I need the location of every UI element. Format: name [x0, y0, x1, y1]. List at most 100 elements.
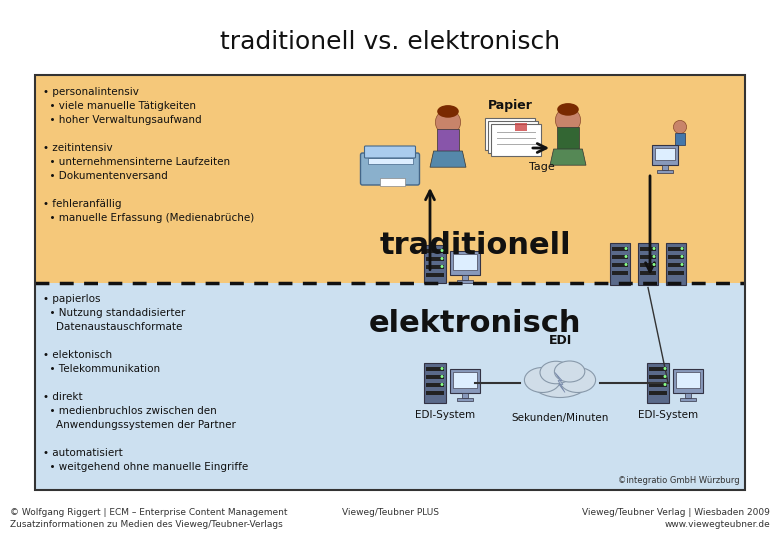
- FancyBboxPatch shape: [438, 130, 459, 151]
- Polygon shape: [430, 151, 466, 167]
- Text: Sekunden/Minuten: Sekunden/Minuten: [512, 413, 608, 422]
- Bar: [462, 274, 468, 280]
- Bar: [680, 397, 696, 401]
- Bar: [426, 273, 444, 276]
- Bar: [380, 178, 405, 186]
- Bar: [35, 75, 745, 490]
- Bar: [612, 271, 628, 274]
- Bar: [457, 280, 473, 282]
- Bar: [685, 393, 691, 397]
- Text: EDI-System: EDI-System: [638, 410, 698, 421]
- Bar: [662, 165, 668, 170]
- Ellipse shape: [532, 368, 588, 397]
- Bar: [647, 362, 669, 402]
- Text: traditionell: traditionell: [379, 231, 571, 260]
- Polygon shape: [555, 373, 565, 393]
- Circle shape: [664, 375, 666, 378]
- Circle shape: [625, 263, 627, 266]
- Bar: [35, 75, 745, 282]
- FancyBboxPatch shape: [557, 127, 579, 149]
- Circle shape: [441, 257, 444, 260]
- Bar: [612, 262, 628, 267]
- Bar: [649, 390, 667, 395]
- Bar: [676, 372, 700, 388]
- Bar: [612, 246, 628, 251]
- Bar: [668, 254, 684, 259]
- Bar: [640, 262, 656, 267]
- Circle shape: [680, 263, 683, 266]
- Bar: [35, 282, 745, 490]
- Bar: [668, 246, 684, 251]
- Bar: [488, 121, 538, 153]
- Ellipse shape: [557, 103, 579, 116]
- Polygon shape: [550, 149, 586, 165]
- Bar: [426, 375, 444, 379]
- Text: ©integratio GmbH Würzburg: ©integratio GmbH Würzburg: [619, 476, 740, 485]
- Text: www.viewegteubner.de: www.viewegteubner.de: [665, 520, 770, 529]
- Bar: [640, 254, 656, 259]
- Text: Vieweg/Teubner PLUS: Vieweg/Teubner PLUS: [342, 508, 438, 517]
- Circle shape: [625, 255, 627, 258]
- Bar: [426, 256, 444, 260]
- Bar: [491, 124, 541, 156]
- Circle shape: [441, 375, 444, 378]
- Bar: [638, 242, 658, 285]
- Bar: [673, 368, 703, 393]
- Circle shape: [653, 263, 655, 266]
- Text: • papierlos
  • Nutzung standadisierter
    Datenaustauschformate

• elektonisch: • papierlos • Nutzung standadisierter Da…: [43, 294, 248, 472]
- Bar: [453, 372, 477, 388]
- Ellipse shape: [524, 368, 560, 393]
- Text: © Wolfgang Riggert | ECM – Enterprise Content Management: © Wolfgang Riggert | ECM – Enterprise Co…: [10, 508, 288, 517]
- Text: Zusatzinformationen zu Medien des Vieweg/Teubner-Verlags: Zusatzinformationen zu Medien des Vieweg…: [10, 520, 282, 529]
- Bar: [640, 246, 656, 251]
- Bar: [612, 254, 628, 259]
- Ellipse shape: [438, 105, 459, 118]
- Circle shape: [441, 265, 444, 268]
- Bar: [450, 251, 480, 274]
- FancyBboxPatch shape: [360, 153, 420, 185]
- Circle shape: [653, 255, 655, 258]
- Text: traditionell vs. elektronisch: traditionell vs. elektronisch: [220, 30, 560, 54]
- Bar: [457, 397, 473, 401]
- Text: EDI-System: EDI-System: [415, 410, 475, 421]
- Bar: [426, 382, 444, 387]
- Circle shape: [435, 110, 461, 135]
- Bar: [666, 242, 686, 285]
- Ellipse shape: [540, 361, 572, 384]
- Ellipse shape: [555, 361, 585, 382]
- Circle shape: [441, 383, 444, 386]
- Bar: [640, 271, 656, 274]
- Bar: [453, 253, 477, 269]
- Bar: [426, 367, 444, 370]
- Bar: [655, 148, 675, 160]
- Bar: [426, 248, 444, 253]
- Bar: [426, 265, 444, 268]
- Text: Papier: Papier: [488, 99, 533, 112]
- Bar: [610, 242, 630, 285]
- Circle shape: [653, 247, 655, 250]
- Bar: [485, 118, 535, 150]
- Circle shape: [441, 367, 444, 370]
- Bar: [649, 382, 667, 387]
- Bar: [367, 158, 413, 164]
- Ellipse shape: [559, 368, 596, 393]
- Circle shape: [441, 249, 444, 252]
- Text: elektronisch: elektronisch: [369, 309, 581, 339]
- Bar: [424, 245, 446, 282]
- Circle shape: [664, 383, 666, 386]
- Text: • personalintensiv
  • viele manuelle Tätigkeiten
  • hoher Verwaltungsaufwand

: • personalintensiv • viele manuelle Täti…: [43, 87, 254, 223]
- Circle shape: [664, 367, 666, 370]
- Circle shape: [673, 120, 686, 133]
- Bar: [649, 367, 667, 370]
- Bar: [424, 362, 446, 402]
- Bar: [657, 170, 673, 173]
- Bar: [668, 262, 684, 267]
- FancyBboxPatch shape: [364, 146, 416, 158]
- Bar: [426, 390, 444, 395]
- Text: EDI: EDI: [548, 334, 572, 348]
- Text: Tage: Tage: [529, 162, 555, 172]
- Bar: [450, 368, 480, 393]
- Bar: [652, 145, 678, 165]
- Text: Vieweg/Teubner Verlag | Wiesbaden 2009: Vieweg/Teubner Verlag | Wiesbaden 2009: [582, 508, 770, 517]
- Bar: [462, 393, 468, 397]
